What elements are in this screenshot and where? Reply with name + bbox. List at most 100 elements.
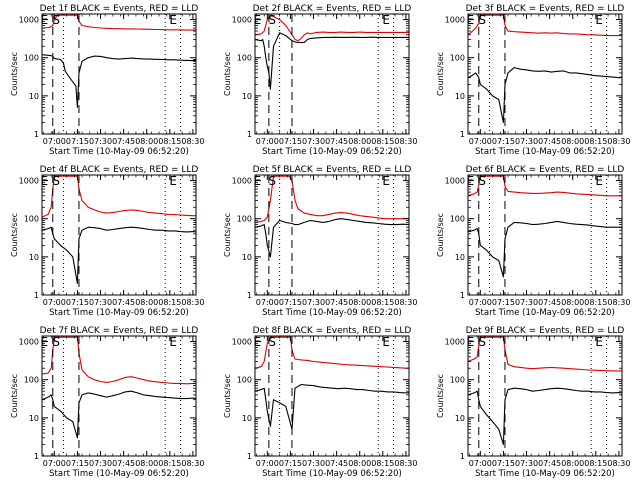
marker-label-s: S — [478, 13, 486, 27]
marker-label-e: E — [595, 335, 603, 349]
chart-panel: Det 1f BLACK = Events, RED = LLDESE11010… — [10, 4, 204, 157]
y-tick-label: 1 — [34, 452, 39, 461]
x-tick-label: 08:30 — [607, 459, 630, 468]
x-tick-label: 07:15 — [492, 137, 515, 146]
chart-panel: Det 8f BLACK = Events, RED = LLDESE11010… — [223, 326, 417, 479]
lld-series-line — [41, 336, 196, 385]
x-tick-label: 08:15 — [371, 298, 394, 307]
y-tick-label: 1000 — [445, 16, 465, 25]
lld-series-line — [467, 336, 622, 372]
y-tick-label: 1 — [247, 130, 252, 139]
y-axis-label: Counts/sec — [10, 213, 19, 257]
x-axis-label: Start Time (10-May-09 06:52:20) — [475, 147, 615, 157]
marker-label-s: S — [268, 13, 276, 27]
marker-label-s: S — [478, 335, 486, 349]
y-tick-label: 1000 — [232, 16, 252, 25]
y-tick-label: 10 — [242, 253, 252, 262]
events-series-line — [254, 32, 409, 90]
x-tick-label: 08:15 — [584, 137, 607, 146]
chart-title: Det 4f BLACK = Events, RED = LLD — [40, 165, 199, 175]
chart-title: Det 8f BLACK = Events, RED = LLD — [253, 326, 412, 336]
x-tick-label: 07:00 — [43, 298, 66, 307]
chart-title: Det 7f BLACK = Events, RED = LLD — [40, 326, 199, 336]
y-tick-label: 10 — [455, 414, 465, 423]
x-tick-label: 08:30 — [607, 137, 630, 146]
chart-panel: Det 4f BLACK = Events, RED = LLDESE11010… — [10, 165, 204, 318]
y-tick-label: 100 — [450, 54, 465, 63]
x-tick-label: 07:45 — [325, 459, 348, 468]
x-tick-label: 08:15 — [584, 298, 607, 307]
y-tick-label: 10 — [455, 253, 465, 262]
lld-series-line — [254, 14, 409, 42]
plot-frame — [467, 13, 623, 135]
plot-frame — [467, 335, 623, 457]
chart-title: Det 1f BLACK = Events, RED = LLD — [40, 4, 199, 14]
x-tick-label: 07:45 — [538, 459, 561, 468]
marker-label-e: E — [169, 335, 177, 349]
x-tick-label: 07:15 — [492, 459, 515, 468]
lld-series-line — [467, 14, 622, 37]
y-tick-label: 1 — [460, 130, 465, 139]
x-tick-label: 07:30 — [515, 137, 538, 146]
marker-label-e: E — [382, 13, 390, 27]
plot-frame — [41, 174, 197, 296]
y-tick-label: 1000 — [19, 16, 39, 25]
x-axis-label: Start Time (10-May-09 06:52:20) — [262, 469, 402, 479]
y-axis-label: Counts/sec — [223, 52, 232, 96]
y-tick-label: 1 — [247, 291, 252, 300]
x-tick-label: 08:15 — [158, 298, 181, 307]
x-tick-label: 08:30 — [181, 459, 204, 468]
y-tick-label: 100 — [24, 54, 39, 63]
y-tick-label: 100 — [450, 376, 465, 385]
y-axis-label: Counts/sec — [10, 52, 19, 96]
y-axis-label: Counts/sec — [436, 52, 445, 96]
x-tick-label: 08:30 — [181, 298, 204, 307]
y-axis-label: Counts/sec — [436, 213, 445, 257]
x-tick-label: 08:30 — [181, 137, 204, 146]
y-tick-label: 1 — [460, 291, 465, 300]
events-series-line — [41, 54, 197, 108]
events-series-line — [467, 67, 623, 124]
plot-frame — [467, 174, 623, 296]
chart-panel: Det 2f BLACK = Events, RED = LLDESE11010… — [223, 4, 417, 157]
chart-panel: Det 6f BLACK = Events, RED = LLDESE11010… — [436, 165, 630, 318]
marker-label-s: S — [268, 335, 276, 349]
x-tick-label: 07:00 — [43, 137, 66, 146]
plot-frame — [254, 335, 410, 457]
x-tick-label: 08:30 — [394, 298, 417, 307]
y-tick-label: 1000 — [232, 338, 252, 347]
x-tick-label: 07:30 — [515, 298, 538, 307]
chart-title: Det 2f BLACK = Events, RED = LLD — [253, 4, 412, 14]
x-tick-label: 07:00 — [256, 137, 279, 146]
x-tick-label: 07:30 — [302, 459, 325, 468]
events-series-line — [41, 390, 197, 439]
x-axis-label: Start Time (10-May-09 06:52:20) — [49, 147, 189, 157]
events-series-line — [467, 220, 623, 278]
lld-series-line — [254, 336, 409, 369]
y-tick-label: 1000 — [445, 177, 465, 186]
chart-title: Det 3f BLACK = Events, RED = LLD — [466, 4, 625, 14]
marker-label-e: E — [595, 13, 603, 27]
x-tick-label: 08:15 — [371, 459, 394, 468]
x-tick-label: 08:00 — [561, 459, 584, 468]
y-tick-label: 1000 — [232, 177, 252, 186]
y-tick-label: 100 — [24, 376, 39, 385]
y-tick-label: 1 — [34, 130, 39, 139]
x-axis-label: Start Time (10-May-09 06:52:20) — [475, 469, 615, 479]
x-tick-label: 08:00 — [348, 298, 371, 307]
chart-title: Det 5f BLACK = Events, RED = LLD — [253, 165, 412, 175]
x-tick-label: 08:00 — [135, 459, 158, 468]
y-tick-label: 10 — [455, 92, 465, 101]
x-tick-label: 07:15 — [66, 459, 89, 468]
y-axis-label: Counts/sec — [10, 374, 19, 418]
y-tick-label: 1000 — [445, 338, 465, 347]
events-series-line — [254, 383, 410, 430]
x-tick-label: 07:30 — [302, 298, 325, 307]
marker-label-s: S — [268, 174, 276, 188]
events-series-line — [467, 387, 623, 446]
x-tick-label: 07:30 — [515, 459, 538, 468]
x-tick-label: 08:00 — [561, 137, 584, 146]
x-axis-label: Start Time (10-May-09 06:52:20) — [262, 147, 402, 157]
y-tick-label: 100 — [24, 215, 39, 224]
y-tick-label: 100 — [237, 376, 252, 385]
